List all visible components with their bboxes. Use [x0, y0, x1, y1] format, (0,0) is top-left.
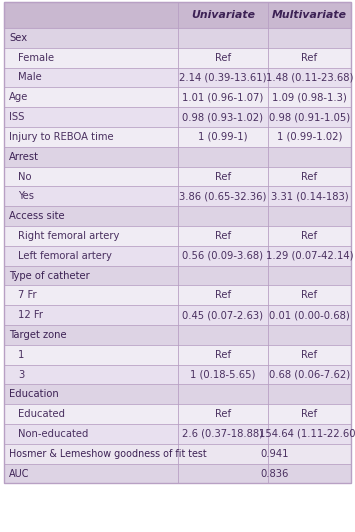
Bar	[4, 226, 351, 246]
Text: Non-educated: Non-educated	[18, 429, 88, 439]
Text: 2.14 (0.39-13.61): 2.14 (0.39-13.61)	[179, 72, 267, 82]
Text: 2.6 (0.37-18.88): 2.6 (0.37-18.88)	[182, 429, 263, 439]
Bar	[4, 463, 351, 484]
Text: 1: 1	[18, 350, 24, 360]
Bar	[4, 87, 351, 107]
Text: Ref: Ref	[301, 231, 318, 241]
Bar	[4, 444, 351, 463]
Text: Age: Age	[9, 92, 28, 102]
Text: Hosmer & Lemeshow goodness of fit test: Hosmer & Lemeshow goodness of fit test	[9, 448, 207, 459]
Text: 0.56 (0.09-3.68): 0.56 (0.09-3.68)	[182, 251, 263, 261]
Text: Injury to REBOA time: Injury to REBOA time	[9, 132, 114, 142]
Text: Ref: Ref	[301, 350, 318, 360]
Bar	[4, 127, 351, 147]
Text: 1.09 (0.98-1.3): 1.09 (0.98-1.3)	[272, 92, 347, 102]
Text: 3.86 (0.65-32.36): 3.86 (0.65-32.36)	[179, 192, 267, 201]
Bar	[4, 285, 351, 305]
Bar	[4, 2, 351, 28]
Bar	[4, 325, 351, 345]
Text: 0.836: 0.836	[260, 469, 289, 478]
Bar	[4, 424, 351, 444]
Text: Left femoral artery: Left femoral artery	[18, 251, 112, 261]
Text: Ref: Ref	[301, 290, 318, 300]
Text: 3: 3	[18, 370, 24, 379]
Text: Educated: Educated	[18, 409, 65, 419]
Bar	[4, 364, 351, 385]
Text: 1 (0.99-1.02): 1 (0.99-1.02)	[277, 132, 342, 142]
Text: 1.29 (0.07-42.14): 1.29 (0.07-42.14)	[266, 251, 353, 261]
Text: 1 (0.18-5.65): 1 (0.18-5.65)	[190, 370, 256, 379]
Bar	[4, 246, 351, 265]
Text: Target zone: Target zone	[9, 330, 67, 340]
Bar	[4, 68, 351, 87]
Bar	[4, 404, 351, 424]
Text: Univariate: Univariate	[191, 10, 255, 20]
Text: Ref: Ref	[215, 231, 231, 241]
Bar	[4, 28, 351, 48]
Text: No: No	[18, 171, 32, 181]
Text: Multivariate: Multivariate	[272, 10, 347, 20]
Bar	[4, 186, 351, 206]
Bar	[4, 147, 351, 167]
Text: Arrest: Arrest	[9, 152, 39, 162]
Text: Ref: Ref	[215, 53, 231, 63]
Text: 0.68 (0.06-7.62): 0.68 (0.06-7.62)	[269, 370, 350, 379]
Bar	[4, 167, 351, 186]
Bar	[4, 385, 351, 404]
Text: Access site: Access site	[9, 211, 65, 221]
Text: 7 Fr: 7 Fr	[18, 290, 37, 300]
Text: Ref: Ref	[215, 290, 231, 300]
Bar	[4, 345, 351, 364]
Text: Right femoral artery: Right femoral artery	[18, 231, 119, 241]
Text: Type of catheter: Type of catheter	[9, 270, 90, 280]
Text: Ref: Ref	[301, 53, 318, 63]
Bar	[4, 107, 351, 127]
Text: 1 (0.99-1): 1 (0.99-1)	[198, 132, 248, 142]
Text: 0.98 (0.93-1.02): 0.98 (0.93-1.02)	[182, 112, 263, 122]
Text: 0.01 (0.00-0.68): 0.01 (0.00-0.68)	[269, 310, 350, 320]
Text: 0.98 (0.91-1.05): 0.98 (0.91-1.05)	[269, 112, 350, 122]
Text: 154.64 (1.11-22.60): 154.64 (1.11-22.60)	[259, 429, 355, 439]
Text: 1.48 (0.11-23.68): 1.48 (0.11-23.68)	[266, 72, 353, 82]
Text: AUC: AUC	[9, 469, 29, 478]
Bar	[4, 48, 351, 68]
Text: Ref: Ref	[215, 171, 231, 181]
Text: 0.941: 0.941	[260, 448, 289, 459]
Text: Sex: Sex	[9, 33, 27, 43]
Text: 0.45 (0.07-2.63): 0.45 (0.07-2.63)	[182, 310, 263, 320]
Text: Ref: Ref	[301, 409, 318, 419]
Bar	[4, 265, 351, 285]
Text: ISS: ISS	[9, 112, 24, 122]
Bar	[4, 305, 351, 325]
Text: Education: Education	[9, 389, 59, 400]
Text: Female: Female	[18, 53, 54, 63]
Text: 1.01 (0.96-1.07): 1.01 (0.96-1.07)	[182, 92, 264, 102]
Text: Yes: Yes	[18, 192, 34, 201]
Text: 3.31 (0.14-183): 3.31 (0.14-183)	[271, 192, 348, 201]
Text: Ref: Ref	[215, 350, 231, 360]
Text: Male: Male	[18, 72, 42, 82]
Text: 12 Fr: 12 Fr	[18, 310, 43, 320]
Bar	[4, 206, 351, 226]
Text: Ref: Ref	[215, 409, 231, 419]
Text: Ref: Ref	[301, 171, 318, 181]
